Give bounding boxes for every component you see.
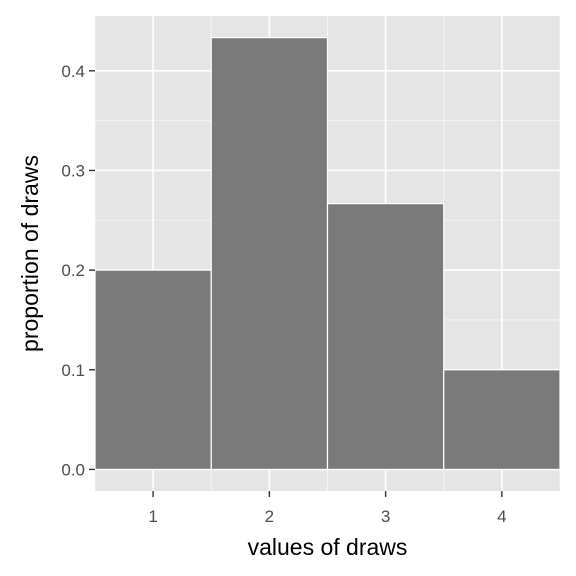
x-tick-label: 4 [497,507,506,526]
x-tick-label: 3 [381,507,390,526]
bar-4 [443,369,561,471]
y-tick-label: 0.4 [61,62,85,81]
y-tick-label: 0.0 [61,460,85,479]
x-axis: 1 2 3 4 [148,491,507,526]
y-axis-title: proportion of draws [17,155,43,352]
y-axis: 0.0 0.1 0.2 0.3 0.4 [61,62,95,479]
bar-2 [210,37,329,471]
bar-3 [326,203,445,471]
x-axis-title: values of draws [248,534,408,560]
y-tick-label: 0.3 [61,161,85,180]
y-tick-label: 0.1 [61,361,85,380]
y-tick-label: 0.2 [61,261,85,280]
x-tick-label: 1 [148,507,157,526]
x-tick-label: 2 [265,507,274,526]
bar-1 [94,269,212,471]
bars [94,37,561,471]
